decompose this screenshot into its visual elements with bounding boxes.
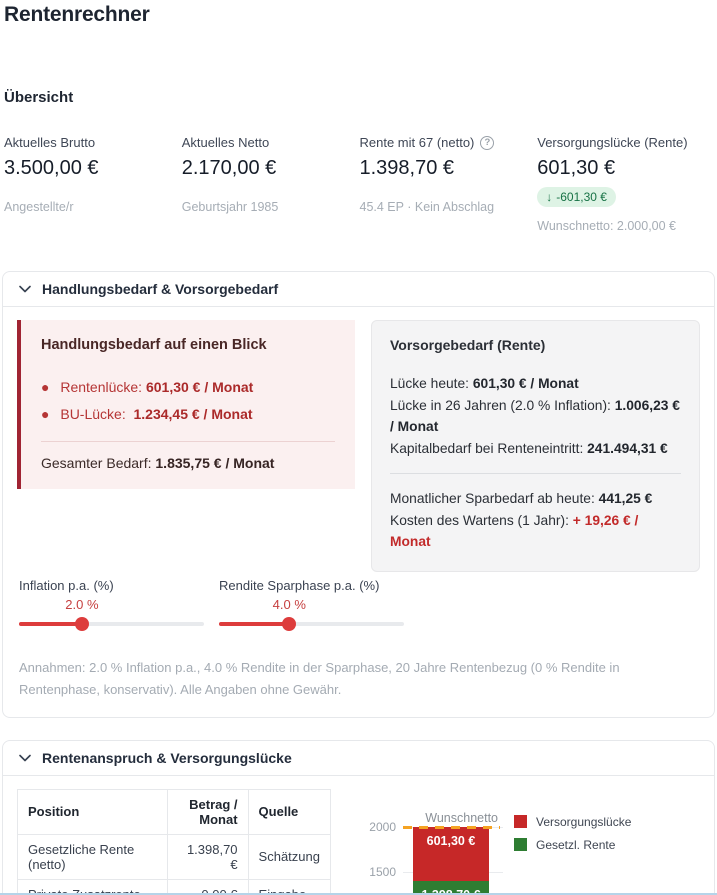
bottom-edge-line bbox=[0, 893, 717, 895]
slider-thumb[interactable] bbox=[74, 616, 89, 631]
stat-label: Versorgungslücke (Rente) bbox=[537, 135, 688, 150]
bar-data-label: 601,30 € bbox=[426, 833, 476, 848]
bar-segment-versorgungsluecke bbox=[413, 826, 489, 882]
slider-value: 4.0 % bbox=[272, 596, 306, 612]
legend-swatch-icon bbox=[514, 815, 527, 828]
pension-table: Position Betrag / Monat Quelle Gesetzlic… bbox=[17, 788, 332, 895]
legend-label: Gesetzl. Rente bbox=[536, 837, 616, 852]
inflation-slider[interactable] bbox=[19, 616, 204, 631]
card-title: Vorsorgebedarf (Rente) bbox=[390, 337, 546, 353]
status-badge: ↓ -601,30 € bbox=[537, 187, 616, 207]
stat-versorgungsluecke: Versorgungslücke (Rente) 601,30 € ↓ -601… bbox=[537, 135, 715, 233]
bar-data-label: 1.398,70 € bbox=[413, 888, 489, 895]
stat-subtext: Wunschnetto: 2.000,00 € bbox=[537, 219, 677, 233]
stat-subtext: Geburtsjahr 1985 bbox=[181, 200, 279, 214]
stat-subtext: 45.4 EP · Kein Abschlag bbox=[359, 200, 495, 214]
bullet-icon: ● bbox=[41, 406, 50, 422]
chevron-down-icon[interactable] bbox=[19, 754, 31, 762]
section-header-handlungsbedarf[interactable]: Handlungsbedarf & Vorsorgebedarf bbox=[3, 272, 714, 307]
stat-label: Aktuelles Netto bbox=[181, 135, 270, 150]
wunschnetto-reference-line bbox=[403, 825, 500, 829]
sparbedarf-row: Monatlicher Sparbedarf ab heute: 441,25 … bbox=[390, 491, 653, 506]
kapitalbedarf-row: Kapitalbedarf bei Renteneintritt: 241.49… bbox=[390, 440, 668, 456]
table-row: Private Zusatzrente 0,00 € Eingabe bbox=[17, 878, 332, 895]
legend-item: Gesetzl. Rente bbox=[514, 838, 631, 852]
section-header-rentenanspruch[interactable]: Rentenanspruch & Versorgungslücke bbox=[3, 741, 714, 776]
bu-luecke-item: ● BU-Lücke: 1.234,45 € / Monat bbox=[41, 406, 253, 422]
legend-swatch-icon bbox=[514, 838, 527, 851]
table-row: Gesetzliche Rente (netto) 1.398,70 € Sch… bbox=[17, 833, 332, 880]
divider bbox=[41, 441, 335, 442]
vorsorgebedarf-card: Vorsorgebedarf (Rente) Lücke heute: 601,… bbox=[371, 320, 700, 572]
overview-stats: Aktuelles Brutto 3.500,00 € Angestellte/… bbox=[4, 135, 715, 233]
overview-heading: Übersicht bbox=[4, 89, 74, 106]
kosten-wartens-row: Kosten des Wartens (1 Jahr): + 19,26 € /… bbox=[390, 512, 639, 550]
stat-subtext: Angestellte/r bbox=[4, 200, 74, 214]
arrow-down-icon: ↓ bbox=[546, 190, 553, 204]
section-rentenanspruch: Rentenanspruch & Versorgungslücke Positi… bbox=[2, 739, 715, 895]
stat-value: 601,30 € bbox=[537, 157, 616, 179]
stat-aktuelles-netto: Aktuelles Netto 2.170,00 € Geburtsjahr 1… bbox=[182, 135, 360, 233]
section-title: Handlungsbedarf & Vorsorgebedarf bbox=[42, 281, 279, 297]
pension-chart: 500100015002000601,30 €1.398,70 €Wunschn… bbox=[353, 789, 653, 895]
section-handlungsbedarf: Handlungsbedarf & Vorsorgebedarf Handlun… bbox=[2, 271, 715, 718]
section-title: Rentenanspruch & Versorgungslücke bbox=[42, 749, 292, 766]
inflation-slider-group: Inflation p.a. (%) 2.0 % bbox=[19, 578, 204, 631]
slider-value: 2.0 % bbox=[65, 596, 99, 612]
slider-thumb[interactable] bbox=[282, 616, 297, 631]
page-title: Rentenrechner bbox=[4, 3, 150, 26]
legend-label: Versorgungslücke bbox=[536, 814, 632, 829]
stat-aktuelles-brutto: Aktuelles Brutto 3.500,00 € Angestellte/… bbox=[4, 135, 182, 233]
luecke-inflation-row: Lücke in 26 Jahren (2.0 % Inflation): 1.… bbox=[390, 397, 680, 435]
rendite-slider[interactable] bbox=[219, 616, 404, 631]
table-header-row: Position Betrag / Monat Quelle bbox=[17, 788, 332, 835]
chart-legend: Versorgungslücke Gesetzl. Rente bbox=[514, 815, 631, 861]
rentenluecke-item: ● Rentenlücke: 601,30 € / Monat bbox=[41, 379, 254, 395]
rendite-slider-group: Rendite Sparphase p.a. (%) 4.0 % bbox=[219, 578, 404, 631]
wunschnetto-label: Wunschnetto bbox=[425, 810, 498, 825]
bar-segment-gesetzl-rente bbox=[413, 881, 489, 895]
chevron-down-icon[interactable] bbox=[19, 285, 31, 293]
stat-value: 3.500,00 € bbox=[4, 157, 99, 179]
stat-label: Rente mit 67 (netto) bbox=[359, 135, 475, 150]
slider-label: Inflation p.a. (%) bbox=[19, 577, 114, 593]
help-icon[interactable]: ? bbox=[480, 135, 495, 150]
stat-rente-mit-67: Rente mit 67 (netto) ? 1.398,70 € 45.4 E… bbox=[360, 135, 538, 233]
assumptions-note: Annahmen: 2.0 % Inflation p.a., 4.0 % Re… bbox=[19, 659, 620, 697]
gesamter-bedarf: Gesamter Bedarf: 1.835,75 € / Monat bbox=[41, 455, 275, 471]
stat-value: 1.398,70 € bbox=[359, 157, 455, 179]
y-axis-tick-label: 2000 bbox=[369, 819, 396, 834]
y-axis-tick-label: 1500 bbox=[369, 864, 396, 879]
bullet-icon: ● bbox=[41, 379, 50, 395]
luecke-heute-row: Lücke heute: 601,30 € / Monat bbox=[390, 376, 579, 391]
slider-label: Rendite Sparphase p.a. (%) bbox=[219, 577, 380, 593]
divider bbox=[390, 473, 681, 474]
handlungsbedarf-card: Handlungsbedarf auf einen Blick ● Renten… bbox=[17, 320, 355, 489]
card-title: Handlungsbedarf auf einen Blick bbox=[41, 337, 267, 353]
legend-item: Versorgungslücke bbox=[514, 815, 631, 829]
stat-value: 2.170,00 € bbox=[181, 157, 277, 179]
stat-label: Aktuelles Brutto bbox=[4, 135, 96, 150]
